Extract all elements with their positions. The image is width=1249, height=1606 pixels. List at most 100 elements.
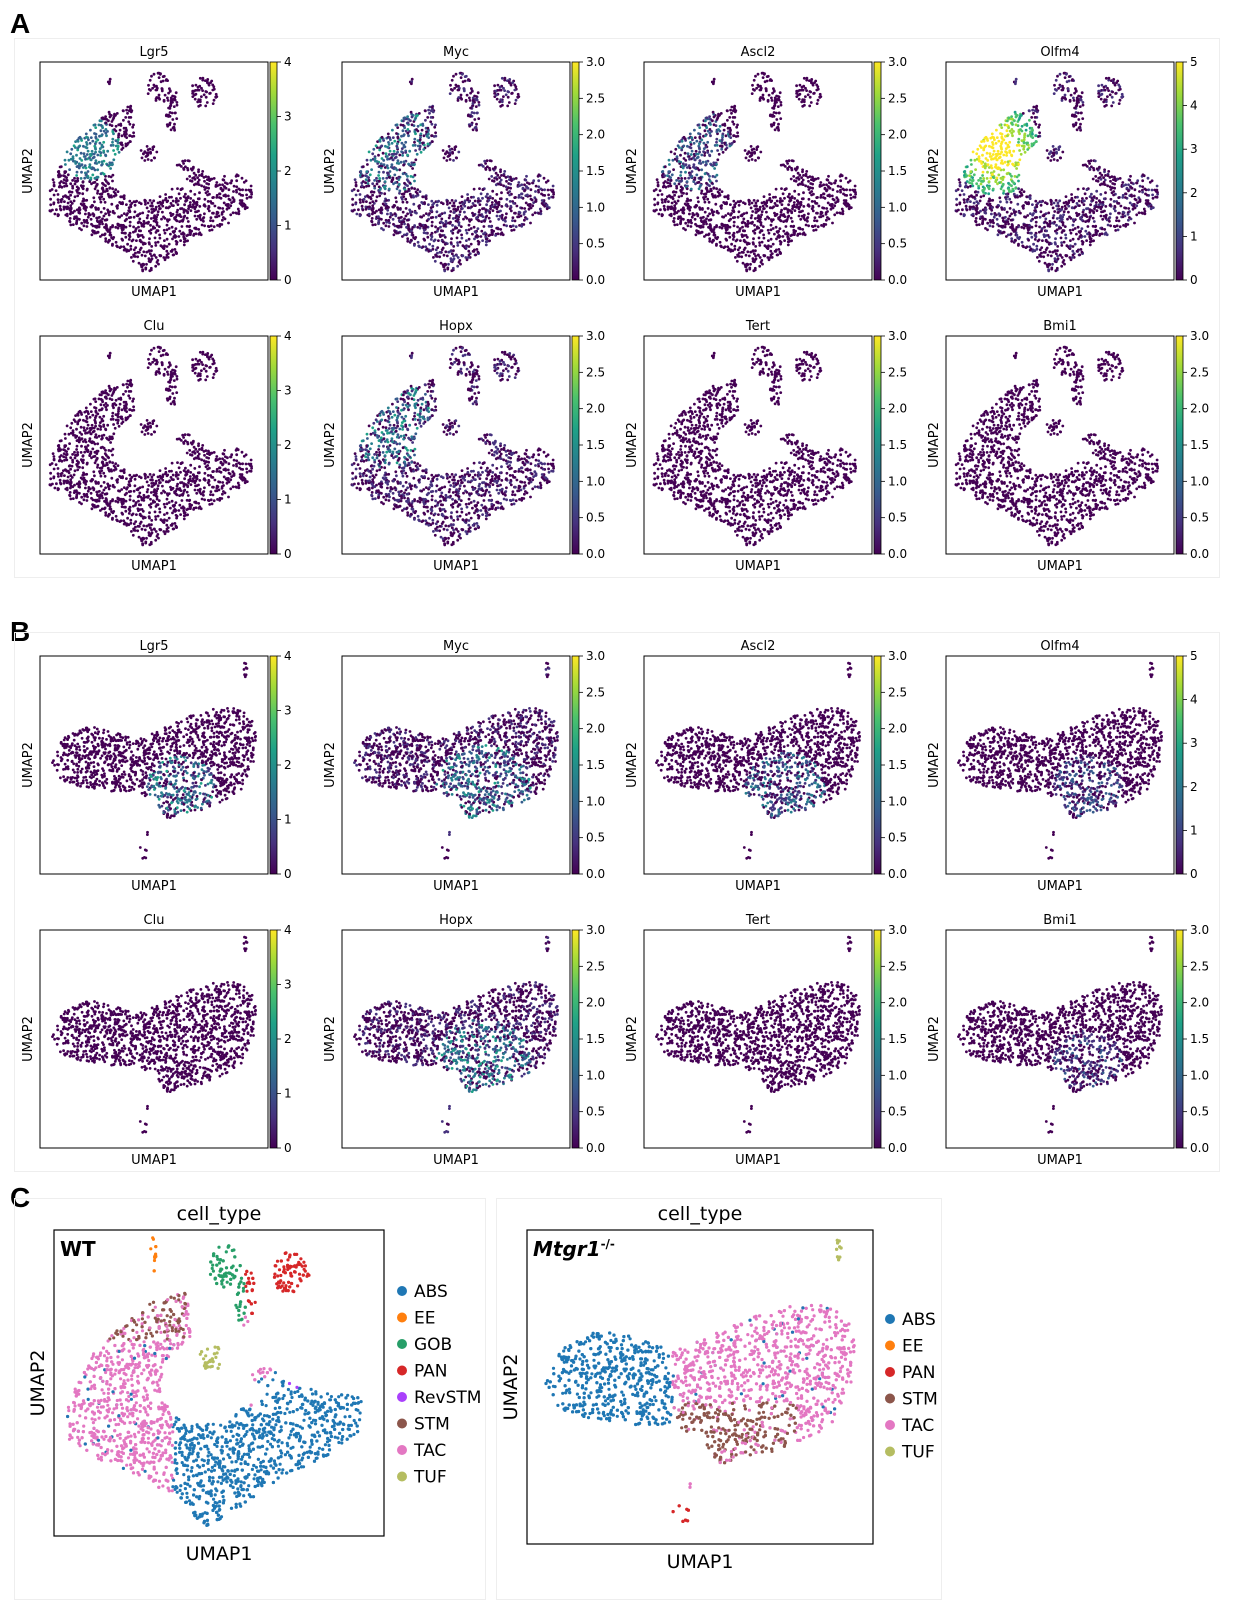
cell-point	[958, 193, 962, 197]
cell-point	[777, 95, 780, 98]
cell-point	[478, 203, 482, 207]
cell-point	[502, 86, 505, 90]
cell-point	[102, 172, 106, 176]
cell-point	[1085, 188, 1089, 192]
cell-point	[377, 215, 380, 219]
cell-point	[435, 255, 439, 258]
cell-point	[690, 215, 694, 219]
cell-point	[411, 175, 415, 179]
cell-point	[448, 151, 452, 155]
cell-point	[136, 250, 140, 254]
cell-point	[413, 179, 416, 183]
cell-point	[489, 207, 492, 211]
cell-point	[513, 196, 517, 200]
cell-point	[766, 228, 770, 232]
cell-point	[747, 150, 751, 154]
cell-point	[755, 86, 758, 90]
cell-point	[394, 152, 398, 156]
cell-point	[833, 213, 837, 217]
cell-point	[1064, 233, 1067, 237]
cell-point	[805, 170, 809, 173]
colorbar-tick-label: 0.5	[586, 237, 605, 251]
cell-point	[116, 190, 120, 194]
cell-point	[669, 184, 673, 188]
cell-point	[538, 207, 542, 211]
cell-point	[410, 115, 414, 119]
cell-point	[813, 219, 816, 223]
cell-point	[215, 181, 219, 184]
cell-point	[179, 239, 183, 243]
cell-point	[677, 176, 680, 180]
cell-point	[752, 199, 756, 202]
cell-point	[120, 226, 124, 229]
cell-point	[459, 225, 463, 229]
cell-point	[171, 118, 175, 121]
cell-point	[130, 201, 134, 205]
cell-point	[717, 211, 720, 215]
cell-point	[679, 170, 683, 174]
cell-point	[402, 233, 406, 237]
cell-point	[127, 216, 131, 220]
cell-point	[510, 229, 514, 232]
cell-point	[712, 123, 716, 127]
cell-point	[402, 220, 406, 224]
cell-point	[661, 170, 665, 173]
cell-point	[227, 188, 231, 192]
cell-point	[353, 208, 356, 212]
cell-point	[669, 212, 673, 216]
cell-point	[387, 141, 390, 144]
cell-point	[416, 129, 420, 133]
cell-point	[511, 216, 515, 220]
cell-point	[828, 193, 831, 197]
cell-point	[185, 216, 189, 220]
cell-point	[395, 161, 399, 165]
cell-point	[496, 205, 500, 209]
cell-point	[121, 109, 125, 112]
cell-point	[763, 244, 767, 248]
cell-point	[147, 210, 151, 213]
cell-point	[689, 225, 693, 228]
cell-point	[386, 145, 390, 149]
cell-point	[763, 207, 766, 210]
cell-point	[962, 193, 966, 196]
cell-point	[499, 170, 502, 174]
cell-point	[472, 187, 476, 191]
cell-point	[955, 203, 959, 207]
cell-point	[160, 87, 164, 91]
cell-point	[976, 147, 980, 151]
cell-point	[474, 105, 478, 108]
cell-point	[754, 257, 758, 261]
cell-point	[468, 124, 472, 128]
cell-point	[520, 196, 523, 199]
cell-point	[401, 123, 405, 127]
cell-point	[406, 131, 410, 135]
cell-point	[704, 163, 707, 167]
cell-point	[491, 197, 495, 200]
cell-point	[407, 187, 411, 191]
cell-point	[158, 97, 162, 101]
cell-point	[782, 163, 785, 167]
cell-point	[148, 269, 152, 273]
cell-point	[125, 249, 129, 253]
cell-point	[423, 109, 427, 112]
cell-point	[238, 202, 242, 205]
cell-point	[449, 83, 452, 87]
cell-point	[989, 176, 993, 180]
cell-point	[739, 239, 742, 243]
cell-point	[475, 248, 479, 251]
cell-point	[73, 195, 77, 199]
cell-point	[367, 176, 370, 180]
cell-point	[188, 228, 192, 232]
cell-point	[193, 93, 197, 97]
cell-point	[1055, 266, 1059, 270]
cell-point	[839, 173, 843, 177]
cell-point	[91, 212, 95, 216]
cell-point	[156, 201, 160, 205]
cell-point	[147, 249, 151, 253]
cell-point	[161, 210, 164, 214]
cell-point	[380, 208, 384, 212]
cell-point	[1099, 193, 1103, 196]
cell-point	[477, 101, 481, 104]
cell-point	[102, 197, 106, 201]
cell-point	[400, 197, 404, 201]
